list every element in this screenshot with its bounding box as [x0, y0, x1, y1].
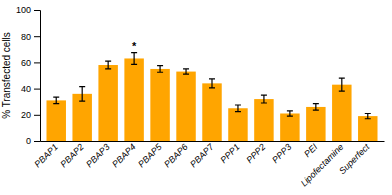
- x-tick-label: PBAP3: [84, 142, 112, 170]
- y-tick: 80: [21, 32, 40, 42]
- y-tick-label: 80: [21, 32, 31, 42]
- y-tick: 100: [16, 5, 40, 15]
- y-axis-line: [34, 11, 41, 142]
- x-tick: PPP1: [218, 142, 241, 165]
- error-bar: [339, 78, 345, 91]
- x-tick: PBAP7: [188, 141, 216, 169]
- error-bar: [313, 104, 319, 111]
- y-tick-label: 40: [21, 84, 31, 94]
- x-tick: PBAP5: [136, 141, 164, 169]
- error-bar: [157, 66, 163, 73]
- x-tick-label: PEI: [302, 141, 320, 159]
- x-tick-label: PBAP2: [58, 142, 86, 170]
- error-bar: [365, 113, 371, 118]
- bar: [280, 113, 299, 141]
- y-tick-label: 0: [26, 136, 31, 146]
- chart: 020406080100PBAP1PBAP2PBAP3PBAP4PBAP5PBA…: [0, 0, 392, 195]
- bar: [98, 65, 117, 141]
- y-tick-mark: [34, 89, 40, 90]
- x-tick-label: PBAP6: [162, 142, 190, 170]
- bar: [254, 99, 273, 141]
- x-axis-line: [41, 141, 385, 142]
- x-tick: PBAP1: [32, 142, 60, 170]
- y-tick-mark: [34, 36, 40, 37]
- y-tick-mark: [34, 141, 40, 142]
- bar: [176, 72, 195, 141]
- bar: [150, 69, 169, 141]
- error-bar: [209, 79, 215, 88]
- x-tick-label: PBAP1: [32, 142, 60, 170]
- y-tick: 40: [21, 84, 40, 94]
- x-tick-label: PPP1: [218, 142, 241, 165]
- bar: [306, 107, 325, 141]
- error-bar: [235, 105, 241, 112]
- x-tick-label: PPP2: [244, 142, 267, 165]
- x-tick: PPP2: [244, 142, 267, 165]
- x-tick-label: Superfect: [337, 141, 372, 176]
- error-bar: [261, 95, 267, 103]
- error-bar: [53, 97, 59, 104]
- bar: [358, 116, 377, 141]
- x-tick-label: Lipofectamine: [299, 142, 346, 189]
- x-tick-label: PBAP5: [136, 141, 164, 169]
- error-bar: [287, 111, 293, 116]
- bar: [228, 108, 247, 141]
- x-tick: PPP3: [270, 142, 293, 165]
- plot: 020406080100PBAP1PBAP2PBAP3PBAP4PBAP5PBA…: [16, 5, 385, 188]
- bar: [46, 100, 65, 141]
- x-tick: PEI: [302, 141, 320, 159]
- y-tick-label: 20: [21, 110, 31, 120]
- y-tick: 0: [26, 136, 40, 146]
- x-tick: Lipofectamine: [299, 142, 346, 189]
- x-tick: PBAP3: [84, 142, 112, 170]
- x-tick-label: PBAP4: [110, 142, 138, 170]
- error-bar: [183, 69, 189, 74]
- x-axis: PBAP1PBAP2PBAP3PBAP4PBAP5PBAP6PBAP7PPP1P…: [32, 141, 384, 188]
- y-tick: 20: [21, 110, 40, 120]
- x-tick: Superfect: [337, 141, 372, 176]
- error-bar: [79, 87, 85, 101]
- annotation: *: [132, 40, 137, 52]
- y-axis-title: % Transfected cells: [1, 32, 12, 119]
- bar: [202, 83, 221, 141]
- y-tick-mark: [34, 115, 40, 116]
- y-tick: 60: [21, 58, 40, 68]
- marks: [46, 53, 377, 141]
- y-tick-mark: [34, 10, 40, 11]
- error-bar: [131, 53, 137, 65]
- y-axis: 0 20 40 60 80 100: [16, 5, 41, 146]
- error-bar: [105, 61, 111, 69]
- x-tick-label: PBAP7: [188, 141, 216, 169]
- x-tick: PBAP6: [162, 142, 190, 170]
- x-tick: PBAP2: [58, 142, 86, 170]
- y-tick-label: 100: [16, 5, 31, 15]
- y-tick-label: 60: [21, 58, 31, 68]
- y-tick-mark: [34, 62, 40, 63]
- annotations: *: [132, 40, 137, 52]
- bar: [332, 85, 351, 141]
- bar: [124, 58, 143, 141]
- x-tick: PBAP4: [110, 142, 138, 170]
- x-tick-label: PPP3: [270, 142, 293, 165]
